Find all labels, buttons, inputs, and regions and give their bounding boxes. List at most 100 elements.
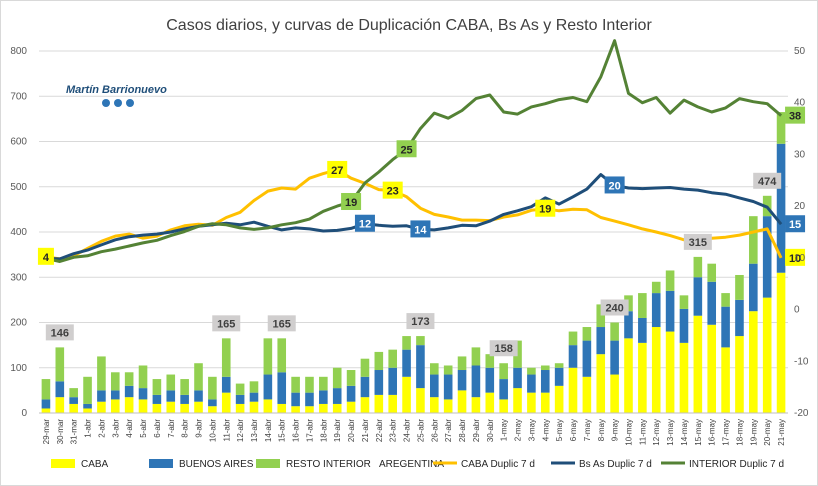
x-tick-label: 27-abr: [444, 419, 453, 442]
x-tick-label: 20-abr: [347, 419, 356, 442]
bar-buenos-aires: [110, 390, 120, 400]
bar-caba: [457, 390, 467, 413]
bar-buenos-aires: [721, 306, 730, 348]
y-right-tick-label: 50: [794, 46, 806, 57]
line-data-label: 23: [387, 186, 399, 198]
line-data-label-box: [396, 140, 417, 158]
x-tick-label: 19-abr: [333, 419, 342, 442]
bar-resto-interior: [249, 381, 259, 393]
bar-resto-interior: [332, 367, 342, 389]
bar-buenos-aires: [208, 399, 217, 407]
bar-buenos-aires: [527, 374, 536, 393]
x-tick-label: 2-may: [514, 419, 523, 441]
bar-resto-interior: [430, 363, 439, 375]
bar-caba: [291, 406, 300, 413]
x-tick-label: 7-abr: [167, 419, 176, 438]
x-tick-label: 17-abr: [305, 419, 314, 442]
bar-resto-interior: [152, 379, 162, 395]
bar-caba: [776, 272, 786, 413]
bar-buenos-aires: [457, 370, 467, 391]
bar-caba: [124, 397, 134, 413]
bar-caba: [679, 342, 689, 413]
bar-resto-interior: [707, 263, 717, 282]
facebook-icon: [102, 99, 110, 107]
line-data-label: 38: [789, 111, 801, 123]
x-tick-label: 30-mar: [56, 419, 65, 445]
bar-total-label: 165: [217, 318, 235, 330]
bar-buenos-aires: [568, 345, 578, 368]
x-tick-label: 26-abr: [430, 419, 439, 442]
bar-resto-interior: [665, 270, 675, 291]
bar-buenos-aires: [97, 390, 106, 402]
bar-caba: [41, 408, 51, 413]
bar-buenos-aires: [402, 349, 411, 377]
bar-buenos-aires: [707, 281, 717, 325]
x-tick-label: 15-may: [694, 419, 703, 446]
bar-buenos-aires: [430, 374, 439, 398]
x-tick-label: 14-may: [680, 419, 689, 446]
bar-resto-interior: [499, 363, 508, 380]
x-tick-label: 9-abr: [195, 419, 204, 438]
bar-caba: [277, 403, 287, 413]
y-left-tick-label: 700: [10, 91, 27, 102]
x-tick-label: 8-may: [597, 419, 606, 441]
legend-label: Bs As Duplic 7 d: [579, 459, 652, 470]
bar-buenos-aires: [693, 277, 703, 316]
x-tick-label: 5-abr: [139, 419, 148, 438]
bar-caba: [443, 399, 453, 413]
bar-resto-interior: [208, 376, 217, 400]
bar-buenos-aires: [554, 367, 564, 386]
line-data-label: 15: [789, 219, 801, 231]
bar-resto-interior: [540, 365, 550, 371]
bar-caba: [194, 401, 203, 413]
bar-buenos-aires: [124, 385, 134, 398]
y-left-tick-label: 400: [10, 227, 27, 238]
y-left-tick-label: 300: [10, 272, 27, 283]
x-tick-label: 4-may: [541, 419, 550, 441]
bar-caba: [319, 403, 328, 413]
bar-total-label-box: [753, 172, 782, 189]
bar-caba: [513, 388, 522, 413]
legend-label: CABA: [81, 459, 109, 470]
line-caba-duplic-7-d: [45, 168, 783, 261]
bar-buenos-aires: [638, 317, 647, 343]
bar-resto-interior: [471, 347, 481, 366]
bar-buenos-aires: [69, 397, 78, 404]
x-tick-label: 12-may: [652, 419, 661, 446]
legend-swatch: [51, 459, 75, 468]
x-tick-label: 12-abr: [236, 419, 245, 442]
legend-swatch: [256, 459, 280, 468]
bar-total-label: 146: [51, 327, 69, 339]
x-tick-label: 24-abr: [403, 419, 412, 442]
bar-caba: [596, 354, 606, 413]
bar-buenos-aires: [221, 376, 231, 393]
bar-caba: [707, 324, 717, 413]
bar-buenos-aires: [624, 311, 633, 339]
x-tick-label: 28-abr: [458, 419, 467, 442]
x-tick-label: 10-abr: [208, 419, 217, 442]
bar-buenos-aires: [749, 263, 758, 312]
line-data-label-box: [354, 214, 375, 232]
bar-caba: [249, 401, 259, 413]
chart-title: Casos diarios, y curvas de Duplicación C…: [166, 17, 652, 34]
x-tick-label: 16-may: [708, 419, 717, 446]
bar-caba: [305, 406, 314, 413]
bar-caba: [610, 374, 619, 413]
bar-buenos-aires: [55, 381, 65, 398]
bar-caba: [374, 394, 384, 413]
youtube-icon: [126, 99, 134, 107]
bar-resto-interior: [416, 336, 425, 346]
x-tick-label: 31-mar: [70, 419, 79, 445]
bar-buenos-aires: [277, 372, 287, 404]
legend-label: BUENOS AIRES: [179, 459, 254, 470]
bar-caba: [402, 376, 411, 413]
brand-logo: Martín Barrionuevo: [66, 84, 167, 107]
bar-buenos-aires: [138, 388, 148, 400]
bar-caba: [499, 399, 508, 413]
x-tick-label: 3-may: [527, 419, 536, 441]
bar-buenos-aires: [332, 388, 342, 404]
x-tick-label: 29-mar: [42, 419, 51, 445]
y-right-tick-label: 0: [794, 305, 800, 316]
